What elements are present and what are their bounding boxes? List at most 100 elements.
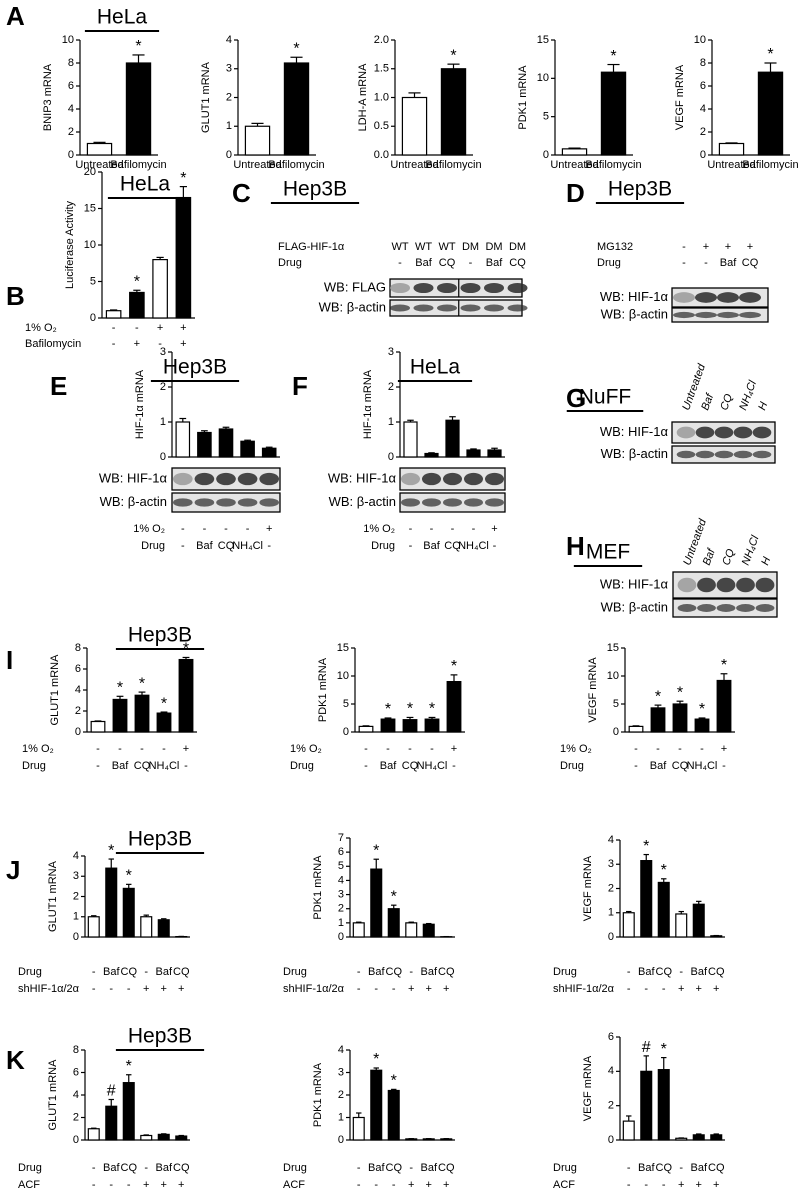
significance: *: [180, 170, 186, 187]
condition-value: -: [374, 1179, 378, 1191]
y-tick-label: 1.5: [374, 63, 389, 75]
significance: *: [385, 701, 391, 718]
y-axis-label: HIF-1α mRNA: [134, 369, 146, 439]
y-axis-label: LDH-A mRNA: [357, 63, 369, 132]
bar: [466, 449, 481, 458]
y-tick-label: 5: [543, 111, 549, 123]
condition-label: 1% O₂: [22, 743, 54, 755]
y-tick-label: 15: [84, 202, 96, 214]
y-tick-label: 0: [543, 149, 549, 161]
condition-value: Baf: [103, 1162, 120, 1174]
condition-value: +: [725, 241, 731, 253]
condition-value: -: [357, 1179, 361, 1191]
condition-value: Baf: [486, 257, 503, 269]
y-tick-label: 1: [338, 1111, 344, 1123]
condition-value: -: [392, 1179, 396, 1191]
significance: *: [126, 868, 132, 885]
panel-letter: D: [566, 178, 585, 208]
condition-value: Baf: [415, 257, 432, 269]
blot-band: [697, 604, 716, 612]
condition-value: NH₄Cl: [687, 760, 718, 772]
y-tick-label: 0: [700, 149, 706, 161]
bar: [134, 694, 150, 733]
condition-value: -: [181, 523, 185, 535]
bar: [157, 1133, 170, 1141]
condition-value: CQ: [173, 966, 190, 978]
condition-value: -: [203, 523, 207, 535]
blot-band: [484, 282, 504, 294]
x-tick-label: Untreated: [550, 159, 598, 171]
bar: [405, 922, 418, 938]
condition-value: NH₄Cl: [149, 760, 180, 772]
bar: [401, 96, 428, 156]
blot-band: [755, 577, 775, 593]
condition-value: -: [386, 743, 390, 755]
condition-value: -: [140, 743, 144, 755]
bar: [140, 1134, 153, 1141]
condition-value: -: [493, 540, 497, 552]
y-tick-label: 15: [607, 642, 619, 654]
y-tick-label: 2: [73, 1111, 79, 1123]
panel-letter: F: [292, 371, 308, 401]
condition-value: +: [678, 1179, 684, 1191]
y-axis-label: PDK1 mRNA: [312, 1062, 324, 1127]
x-tick-label: Untreated: [390, 159, 438, 171]
condition-value: -: [472, 523, 476, 535]
cell-line: Hep3B: [163, 356, 227, 379]
y-tick-label: 0: [75, 726, 81, 738]
condition-value: NH₄Cl: [458, 540, 489, 552]
y-tick-label: 10: [84, 239, 96, 251]
condition-value: CQ: [708, 966, 725, 978]
blot-band: [755, 604, 775, 612]
y-axis-label: VEGF mRNA: [582, 1055, 594, 1121]
condition-value: +: [134, 338, 140, 350]
condition-value: CQ: [218, 540, 235, 552]
x-tick-label: Bafilomycin: [742, 159, 798, 171]
significance: *: [699, 701, 705, 718]
y-tick-label: 1: [160, 416, 166, 428]
lane-label: CQ: [720, 547, 737, 567]
bar: [157, 919, 170, 938]
blot-label: WB: HIF-1α: [600, 576, 669, 591]
y-tick-label: 3: [338, 888, 344, 900]
bar: [650, 707, 666, 733]
condition-value: -: [109, 983, 113, 995]
blot-label: WB: β-actin: [601, 599, 668, 614]
significance: *: [655, 688, 661, 705]
significance: *: [373, 1051, 379, 1068]
lane-label: H: [756, 400, 770, 412]
condition-value: Baf: [720, 257, 737, 269]
condition-value: -: [112, 322, 116, 334]
condition-value: +: [180, 322, 186, 334]
blot-band: [695, 450, 715, 459]
bar: [90, 720, 106, 733]
significance: *: [293, 40, 299, 57]
cell-line: Hep3B: [128, 828, 192, 851]
significance: *: [108, 842, 114, 859]
bar: [440, 68, 467, 156]
condition-value: -: [181, 540, 185, 552]
condition-value: -: [662, 1179, 666, 1191]
bar: [710, 1134, 723, 1141]
bar: [105, 310, 122, 319]
blot-band: [677, 577, 697, 593]
bar: [694, 718, 710, 733]
blot-band: [677, 604, 697, 612]
condition-value: -: [700, 743, 704, 755]
bar: [197, 431, 212, 458]
condition-value: +: [678, 983, 684, 995]
bar: [628, 725, 644, 733]
y-tick-label: 3: [338, 1066, 344, 1078]
blot-band: [733, 426, 753, 439]
bar: [125, 62, 152, 156]
significance: *: [450, 47, 456, 64]
y-tick-label: 0: [68, 149, 74, 161]
cell-line: HeLa: [97, 6, 148, 29]
bar: [692, 903, 705, 938]
blot-band: [259, 498, 280, 507]
x-tick-label: Untreated: [75, 159, 123, 171]
cell-line: Hep3B: [608, 178, 672, 201]
significance: *: [134, 273, 140, 290]
x-tick-label: Untreated: [233, 159, 281, 171]
